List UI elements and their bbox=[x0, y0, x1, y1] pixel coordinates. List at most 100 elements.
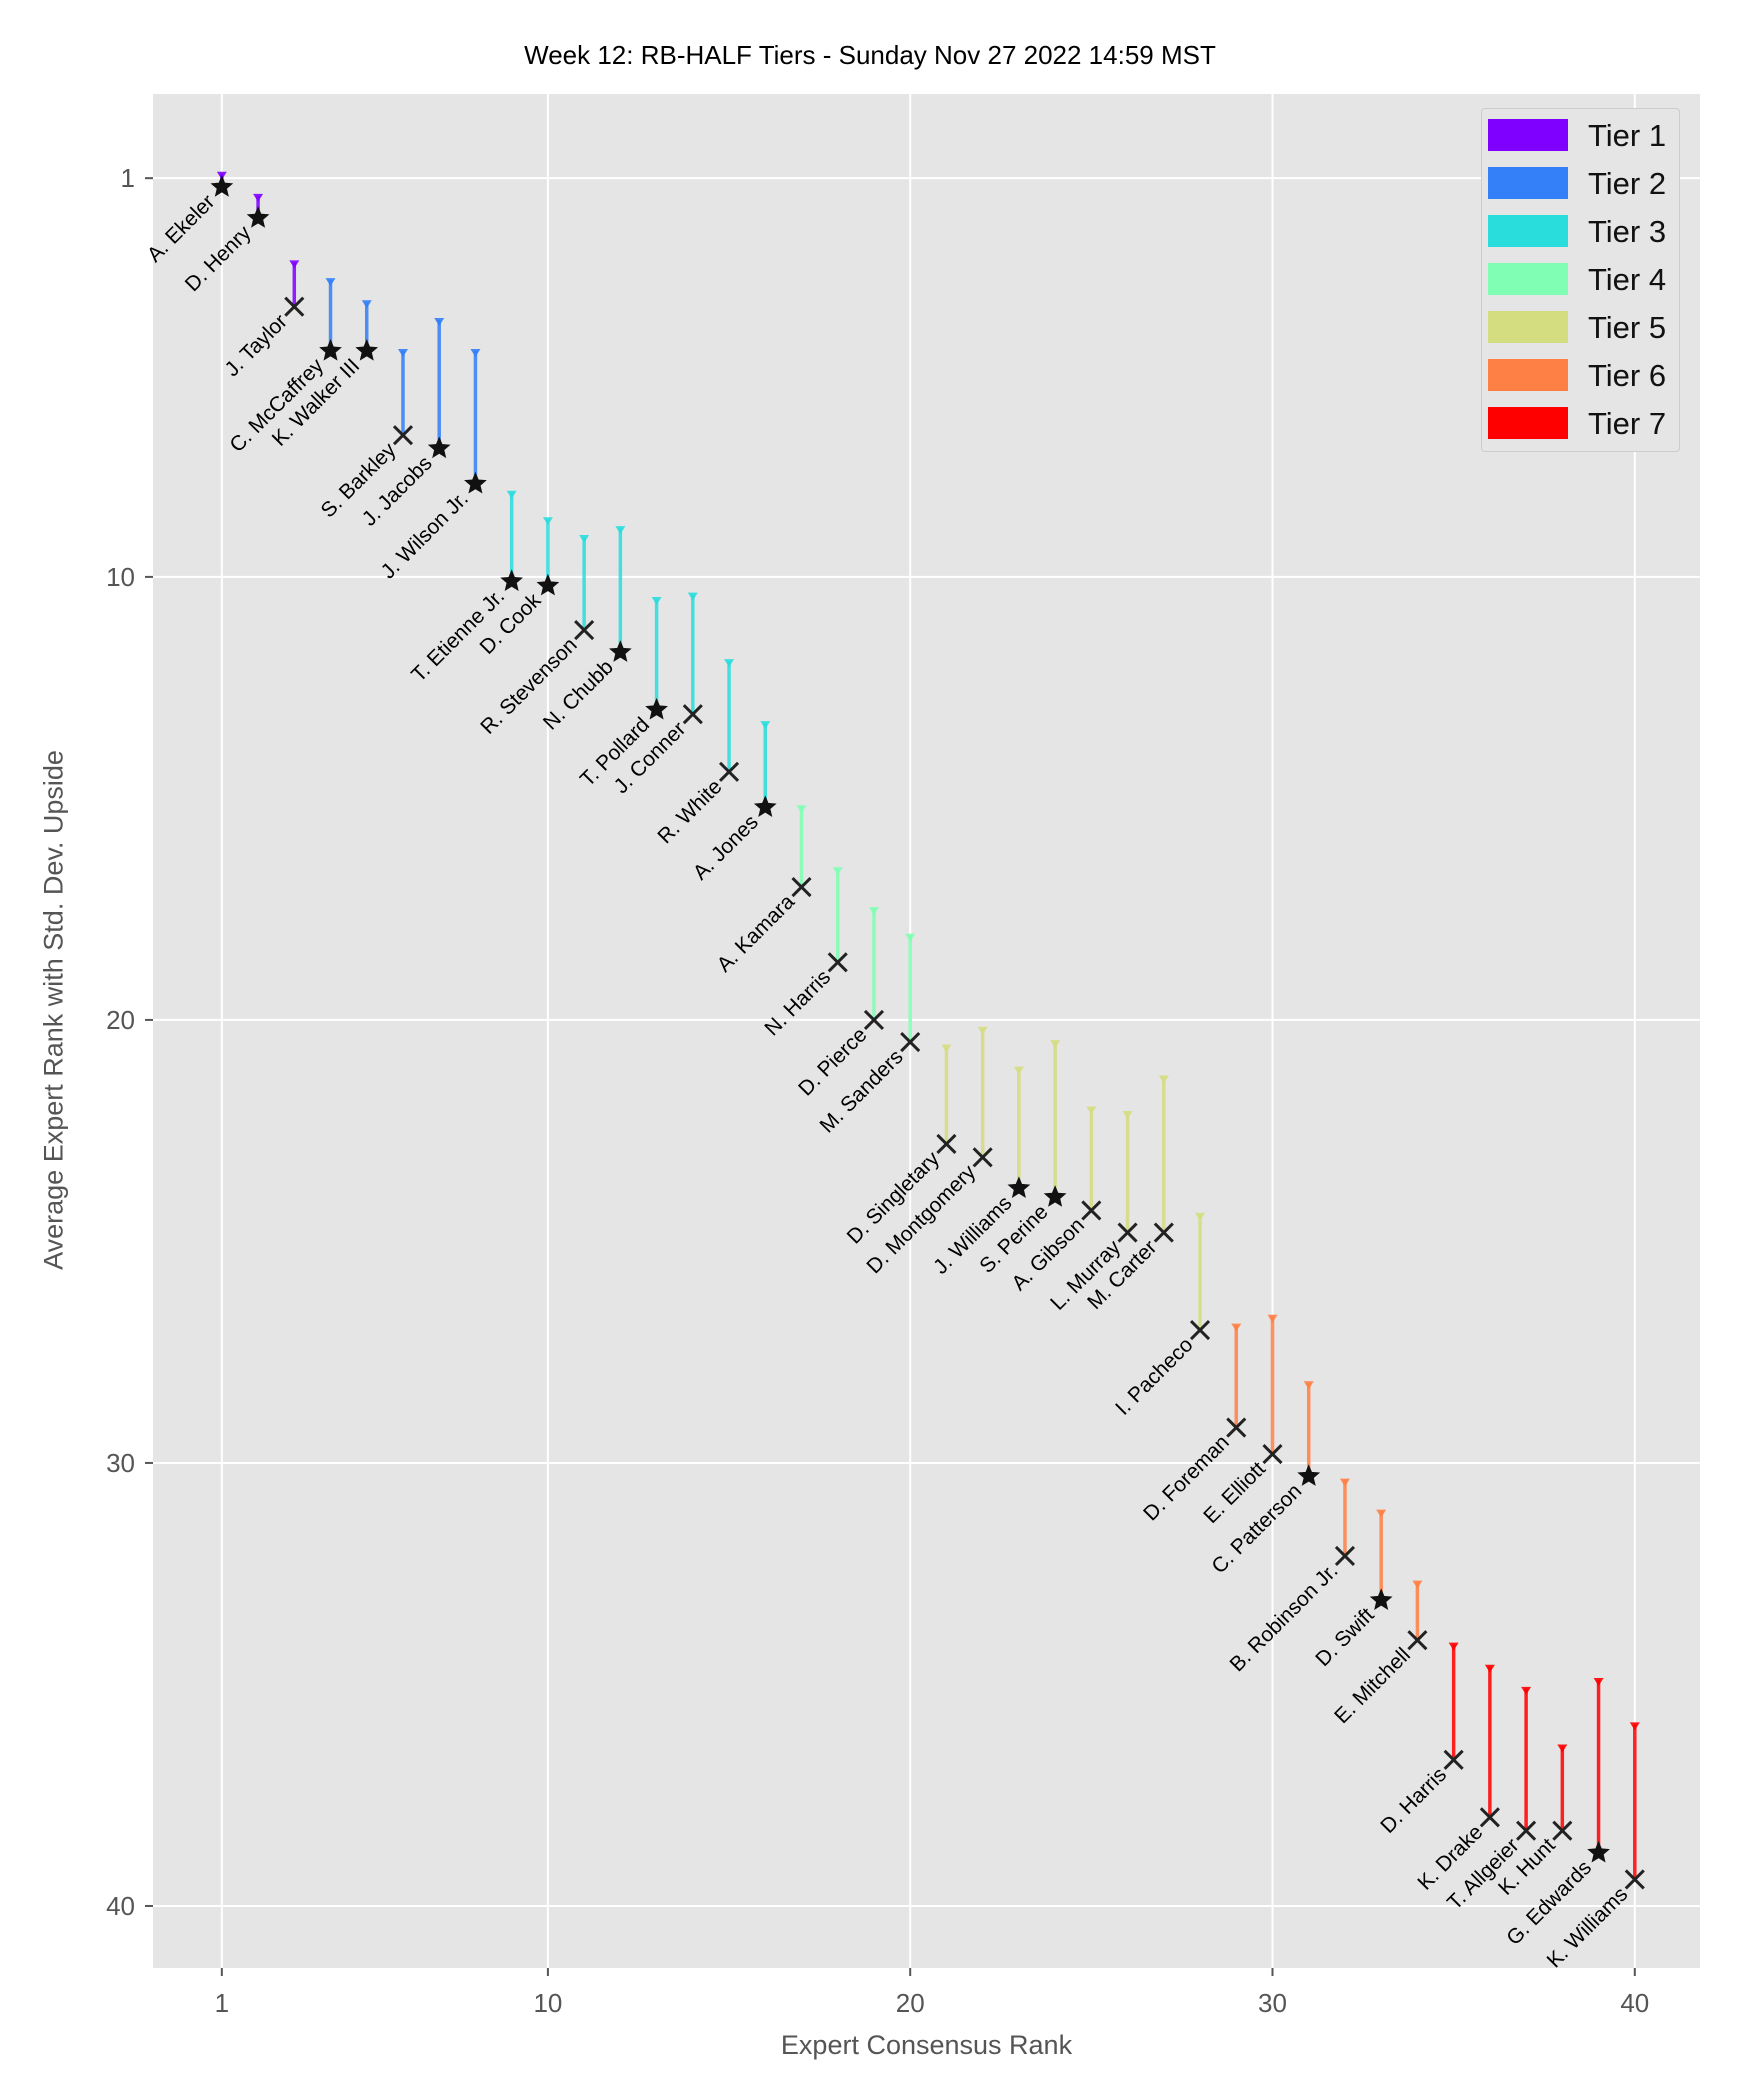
upside-cap bbox=[1195, 1212, 1206, 1221]
x-marker bbox=[1226, 1417, 1247, 1438]
x-marker bbox=[936, 1133, 957, 1155]
upside-cap bbox=[1122, 1110, 1133, 1119]
markers-layer bbox=[210, 175, 1645, 1890]
upside-cap bbox=[1629, 1722, 1640, 1731]
x-tick-label: 40 bbox=[1620, 1988, 1649, 2018]
y-tick-label: 1 bbox=[121, 163, 135, 193]
upside-cap bbox=[615, 526, 626, 535]
x-marker bbox=[900, 1032, 921, 1053]
legend-item-tier-7: Tier 7 bbox=[1482, 403, 1681, 443]
upside-cap bbox=[325, 278, 336, 287]
x-marker bbox=[863, 1009, 885, 1030]
x-marker bbox=[1443, 1749, 1464, 1770]
upside-cap bbox=[687, 592, 698, 601]
star-marker bbox=[464, 471, 487, 494]
x-marker bbox=[574, 620, 595, 641]
legend-label-tier-5: Tier 5 bbox=[1588, 310, 1667, 345]
x-marker bbox=[827, 952, 848, 973]
upside-cap bbox=[397, 348, 408, 357]
legend-swatch-tier-1 bbox=[1488, 119, 1568, 151]
legend-item-tier-5: Tier 5 bbox=[1482, 307, 1681, 347]
upside-cap bbox=[253, 193, 264, 202]
star-marker bbox=[1587, 1840, 1610, 1863]
x-marker bbox=[392, 425, 414, 446]
y-tick-label: 20 bbox=[106, 1005, 135, 1035]
star-marker bbox=[355, 339, 379, 361]
star-marker bbox=[1007, 1176, 1031, 1198]
x-marker bbox=[1479, 1807, 1500, 1828]
star-marker bbox=[1043, 1185, 1067, 1207]
x-tick-label: 1 bbox=[215, 1988, 229, 2018]
x-marker bbox=[1081, 1200, 1102, 1221]
y-tick-label: 30 bbox=[106, 1448, 135, 1478]
upside-cap bbox=[1013, 1066, 1024, 1075]
star-marker bbox=[1297, 1464, 1321, 1486]
star-marker bbox=[753, 795, 777, 817]
legend-label-tier-1: Tier 1 bbox=[1588, 118, 1667, 153]
legend-swatch-tier-3 bbox=[1488, 215, 1568, 247]
upside-cap bbox=[470, 348, 481, 357]
upside-cap bbox=[796, 805, 807, 814]
star-marker bbox=[246, 206, 270, 228]
x-marker bbox=[1189, 1319, 1211, 1341]
upside-cap bbox=[506, 490, 517, 499]
x-marker bbox=[284, 296, 305, 317]
upside-cap bbox=[651, 597, 662, 606]
upside-cap bbox=[1267, 1314, 1278, 1323]
upside-cap bbox=[724, 659, 735, 668]
x-marker bbox=[1407, 1630, 1428, 1651]
star-marker bbox=[210, 175, 234, 197]
upside-cap bbox=[977, 1026, 988, 1035]
x-marker bbox=[1552, 1820, 1573, 1841]
star-marker bbox=[1369, 1588, 1393, 1610]
chart-title: Week 12: RB-HALF Tiers - Sunday Nov 27 2… bbox=[524, 40, 1216, 70]
legend-item-tier-2: Tier 2 bbox=[1482, 163, 1681, 203]
star-marker bbox=[319, 339, 342, 361]
legend-label-tier-4: Tier 4 bbox=[1588, 262, 1667, 297]
upside-cap bbox=[1303, 1381, 1314, 1390]
upside-cap bbox=[760, 721, 771, 730]
upside-cap bbox=[1521, 1686, 1532, 1695]
upside-bars-layer bbox=[216, 171, 1640, 1880]
legend-item-tier-6: Tier 6 bbox=[1482, 355, 1681, 395]
x-marker bbox=[791, 876, 812, 898]
legend-label-tier-7: Tier 7 bbox=[1588, 406, 1667, 441]
upside-cap bbox=[289, 260, 300, 269]
star-marker bbox=[427, 436, 451, 459]
legend-item-tier-3: Tier 3 bbox=[1482, 211, 1681, 251]
x-marker bbox=[1624, 1869, 1645, 1890]
x-axis-label: Expert Consensus Rank bbox=[780, 2030, 1073, 2060]
upside-cap bbox=[1448, 1642, 1459, 1651]
legend-swatch-tier-5 bbox=[1488, 311, 1568, 343]
y-tick-label: 40 bbox=[106, 1891, 135, 1921]
x-tick-label: 10 bbox=[533, 1988, 562, 2018]
upside-cap bbox=[1593, 1678, 1604, 1687]
upside-cap bbox=[1158, 1075, 1169, 1084]
star-marker bbox=[645, 697, 668, 720]
plot-background bbox=[153, 94, 1700, 1968]
upside-cap bbox=[905, 933, 916, 942]
upside-cap bbox=[941, 1044, 952, 1053]
upside-cap bbox=[832, 867, 843, 876]
x-marker bbox=[1153, 1222, 1174, 1243]
upside-cap bbox=[1231, 1323, 1242, 1332]
x-tick-label: 30 bbox=[1258, 1988, 1287, 2018]
upside-cap bbox=[868, 907, 879, 916]
upside-cap bbox=[434, 317, 445, 326]
upside-cap bbox=[542, 517, 553, 526]
legend-swatch-tier-6 bbox=[1488, 359, 1568, 391]
x-marker bbox=[1516, 1820, 1537, 1841]
star-marker bbox=[536, 573, 560, 596]
x-marker bbox=[682, 704, 703, 725]
x-marker bbox=[1117, 1222, 1138, 1243]
legend-swatch-tier-4 bbox=[1488, 263, 1568, 295]
x-tick-label: 20 bbox=[896, 1988, 925, 2018]
x-marker bbox=[1262, 1444, 1283, 1465]
legend-swatch-tier-2 bbox=[1488, 167, 1568, 199]
y-axis-label: Average Expert Rank with Std. Dev. Upsid… bbox=[38, 750, 69, 1270]
upside-cap bbox=[1557, 1744, 1568, 1753]
upside-cap bbox=[1339, 1478, 1350, 1487]
x-marker bbox=[718, 761, 740, 782]
x-marker bbox=[1334, 1545, 1356, 1567]
legend-label-tier-6: Tier 6 bbox=[1588, 358, 1667, 393]
